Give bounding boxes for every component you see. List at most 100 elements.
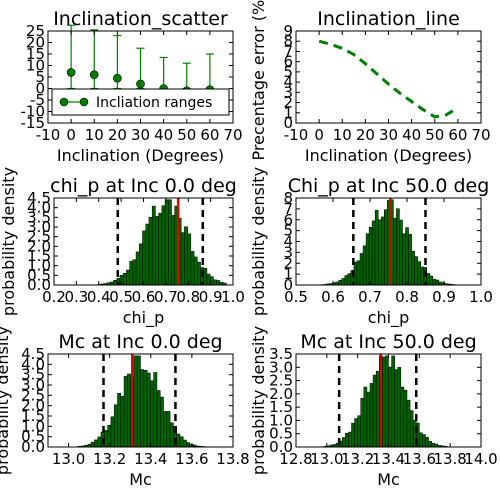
hist-bar	[341, 278, 346, 286]
x-tick-label: 50	[177, 126, 196, 144]
y-axis-label: probability density	[0, 326, 12, 475]
subplot-2: -10 0 10 20 30 40 50 60 700123456789Inclination_…	[249, 0, 491, 165]
x-tick-label: 70	[471, 126, 490, 144]
hist-bar	[420, 266, 424, 286]
hist-bar	[396, 208, 400, 286]
hist-bar	[158, 212, 163, 286]
hist-bar	[120, 396, 125, 448]
hist-bar	[393, 217, 397, 286]
hist-bar	[117, 393, 122, 448]
y-tick-label: 0.0	[27, 276, 51, 294]
y-tick-label: 1.0	[21, 417, 45, 435]
y-tick-label: 2.0	[27, 237, 51, 255]
hist-bar	[184, 226, 188, 286]
y-tick-label: 5	[283, 63, 293, 81]
axes-frame	[295, 353, 482, 448]
hist-bar	[143, 370, 148, 448]
y-tick-label: 0.0	[21, 438, 45, 456]
y-tick-label: 2	[283, 94, 293, 112]
hist-bar	[179, 436, 184, 448]
hist-bar	[171, 215, 175, 286]
hist-bar	[342, 437, 346, 448]
hist-bar	[206, 273, 211, 286]
hist-bar	[402, 233, 406, 286]
x-tick-label: 13.8	[433, 450, 466, 468]
y-tick-label: 0	[283, 114, 293, 132]
y-tick-label: 2.5	[21, 386, 45, 404]
x-tick-label: 12.8	[279, 450, 312, 468]
hist-bar	[347, 273, 352, 286]
hist-bar	[374, 210, 379, 286]
hist-bar	[363, 386, 368, 448]
plot-area	[77, 354, 207, 448]
hist-bar	[406, 399, 411, 448]
hist-bar	[369, 383, 374, 448]
data-point	[136, 79, 145, 89]
series-line	[318, 39, 459, 119]
x-axis-label: Mc	[377, 470, 400, 489]
hist-bar	[426, 273, 431, 286]
x-tick-label: 13.6	[175, 450, 208, 468]
x-tick-label: 0.9	[432, 288, 456, 306]
y-tick-label: 4.0	[21, 355, 45, 373]
hist-bar	[338, 279, 343, 286]
hist-bar	[366, 391, 371, 448]
hist-bar	[360, 397, 365, 448]
hist-bar	[388, 366, 392, 448]
y-tick-label: 15	[26, 45, 45, 63]
y-tick-label: 7	[283, 200, 293, 218]
x-tick-label: 1.0	[221, 288, 245, 306]
y-tick-label: 10	[26, 57, 45, 75]
y-tick-label: 3.5	[269, 345, 293, 363]
legend-marker	[59, 97, 69, 107]
chart-title: Inclination_scatter	[53, 8, 228, 30]
x-tick-label: 70	[223, 126, 242, 144]
hist-bar	[397, 367, 402, 448]
data-point	[66, 68, 76, 77]
y-tick-label: 1	[283, 265, 293, 283]
hist-bar	[90, 441, 95, 448]
hist-bar	[145, 223, 150, 286]
y-tick-label: 3.5	[27, 208, 51, 226]
hist-bar	[345, 432, 349, 448]
x-tick-label: 0.6	[321, 288, 345, 306]
y-tick-label: 25	[26, 22, 45, 40]
hist-bar	[150, 380, 154, 448]
hist-bar	[136, 355, 141, 448]
y-axis-label: probability density	[249, 326, 268, 475]
hist-bar	[180, 232, 185, 286]
x-axis-label: Inclination (Degrees)	[305, 146, 472, 165]
x-tick-label: 60	[200, 126, 219, 144]
x-tick-label: 0.4	[87, 288, 111, 306]
x-tick-label: 30	[379, 126, 398, 144]
y-tick-label: 2.5	[269, 372, 293, 390]
y-tick-label: 2	[283, 254, 293, 272]
axes-frame	[295, 197, 482, 286]
hist-bar	[365, 233, 370, 286]
hist-bar	[183, 439, 187, 448]
hist-bar	[405, 227, 409, 286]
x-tick-label: 50	[425, 126, 444, 144]
y-tick-label: 8	[283, 32, 293, 50]
x-tick-label: 10	[333, 126, 352, 144]
x-tick-label: 20	[108, 126, 127, 144]
x-tick-label: 0.5	[284, 288, 308, 306]
legend-marker	[79, 97, 89, 107]
y-tick-label: 0.5	[269, 425, 293, 443]
hist-bar	[135, 251, 140, 286]
hist-bar	[151, 205, 156, 286]
hist-bar	[403, 389, 408, 448]
hist-bar	[384, 209, 388, 286]
hist-bar	[155, 215, 159, 286]
hist-bar	[190, 251, 195, 286]
hist-bar	[127, 373, 131, 448]
y-tick-label: 1.0	[27, 257, 51, 275]
y-axis-label: probability density	[0, 167, 18, 316]
x-tick-label: 30	[131, 126, 150, 144]
y-tick-label: 9	[283, 22, 293, 40]
hist-bar	[140, 369, 145, 448]
hist-bar	[380, 216, 385, 286]
hist-bar	[163, 411, 168, 448]
hist-bar	[394, 369, 398, 448]
